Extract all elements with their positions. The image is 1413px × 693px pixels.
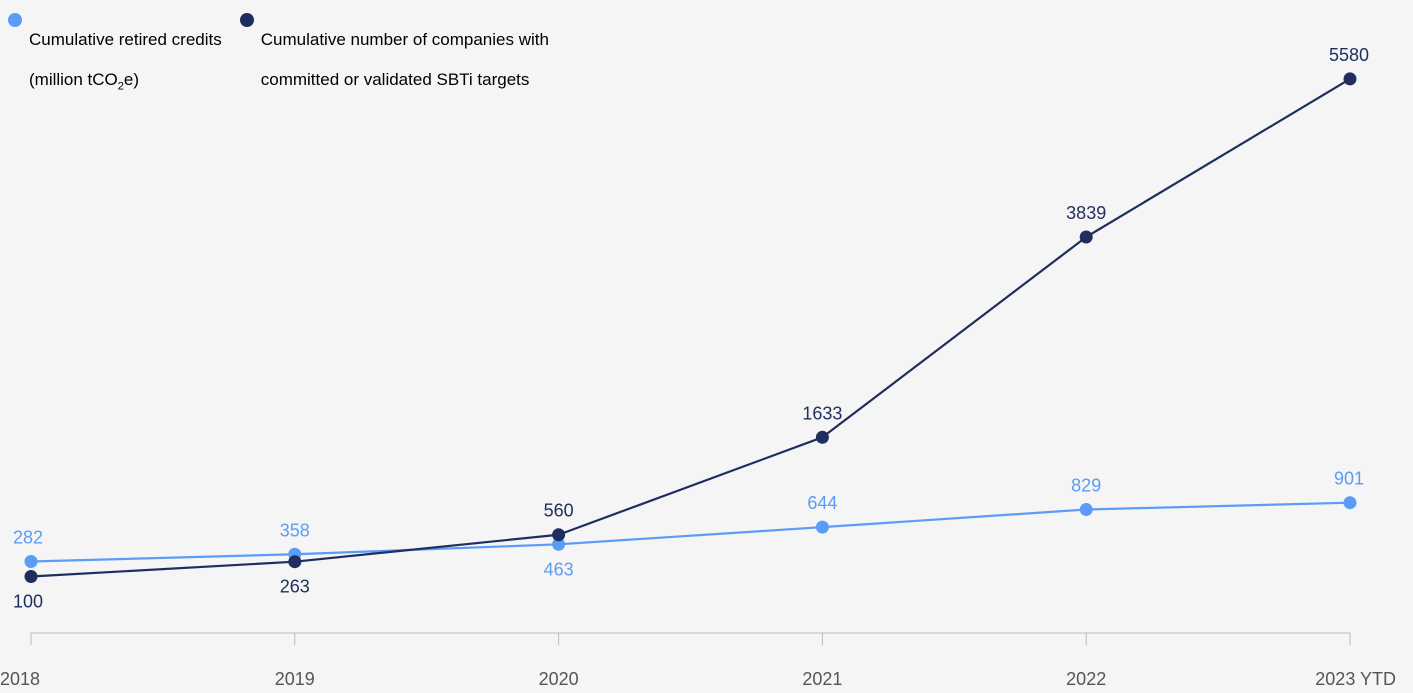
series-1-data-label-2: 560 (544, 501, 574, 521)
series-1-point-0 (24, 570, 38, 583)
series-0-point-5 (1343, 496, 1357, 510)
series-1-data-label-1: 263 (280, 577, 310, 597)
legend-label-retired-credits-line2-prefix: (million tCO (29, 70, 118, 89)
x-tick-label-2: 2020 (539, 669, 579, 689)
series-0-data-label-2: 463 (544, 559, 574, 579)
series-0-data-label-5: 901 (1334, 469, 1364, 489)
legend-swatch-sbti-companies (239, 13, 254, 27)
series-1-point-3 (815, 430, 829, 444)
x-tick-label-3: 2021 (802, 669, 842, 689)
series-1-data-label-4: 3839 (1066, 203, 1106, 223)
series-0-point-4 (1079, 503, 1093, 517)
series-1-data-label-0: 100 (13, 592, 43, 612)
legend-swatch-retired-credits (8, 13, 22, 27)
x-tick-label-0: 2018 (0, 669, 40, 689)
legend-label-retired-credits-line2-suffix: e) (123, 70, 140, 89)
series-0-point-3 (815, 520, 829, 534)
series-0-data-label-3: 644 (807, 493, 837, 513)
legend-label-sbti-companies-line1: Cumulative number of companies with (260, 30, 549, 49)
legend-item-retired-credits: Cumulative retired credits (million tCO2… (8, 10, 222, 93)
series-1-data-label-3: 1633 (802, 403, 842, 423)
series-1-data-label-5: 5580 (1329, 45, 1369, 65)
series-0-data-label-0: 282 (13, 528, 43, 548)
legend-label-sbti-companies-line2: committed or validated SBTi targets (260, 70, 530, 89)
series-1-point-5 (1343, 72, 1357, 86)
x-tick-label-1: 2019 (275, 669, 315, 689)
legend-label-retired-credits-sub: 2 (117, 80, 124, 93)
x-tick-label-5: 2023 YTD (1315, 669, 1396, 689)
series-line-1 (30, 77, 1351, 578)
series-1-point-4 (1079, 230, 1093, 244)
series-line-0 (30, 501, 1351, 563)
series-0-point-0 (24, 555, 38, 568)
x-tick-label-4: 2022 (1066, 669, 1106, 689)
legend: Cumulative retired credits (million tCO2… (8, 10, 549, 93)
series-1-point-1 (288, 555, 302, 569)
series-0-data-label-4: 829 (1071, 476, 1101, 496)
legend-label-retired-credits-line1: Cumulative retired credits (29, 30, 222, 49)
legend-item-sbti-companies: Cumulative number of companies with comm… (239, 10, 549, 90)
series-1-point-2 (552, 528, 566, 542)
series-0-data-label-1: 358 (280, 520, 310, 540)
series-0-point-2 (552, 537, 566, 551)
legend-label-retired-credits: Cumulative retired credits (million tCO2… (29, 10, 222, 93)
legend-label-sbti-companies: Cumulative number of companies with comm… (261, 10, 549, 90)
